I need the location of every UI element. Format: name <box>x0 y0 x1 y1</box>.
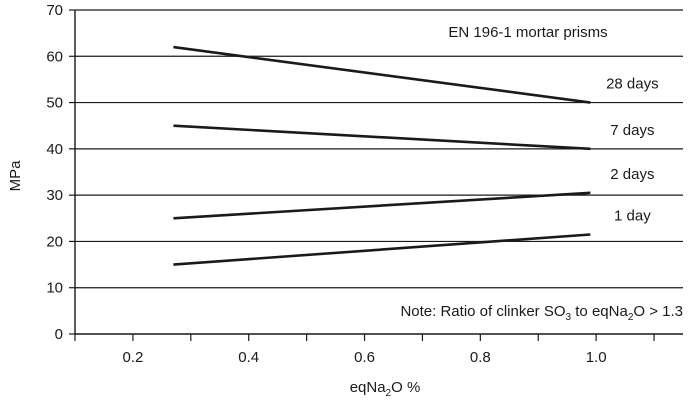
series-line-7-days <box>173 124 591 151</box>
x-axis-label: eqNa2O % <box>350 379 421 399</box>
y-tick-label: 60 <box>46 48 63 65</box>
x-tick-label: 0.2 <box>122 349 143 366</box>
x-tick-label: 1.0 <box>586 349 607 366</box>
x-tick-label: 0.8 <box>470 349 491 366</box>
series-line-2-days <box>173 191 591 220</box>
chart-annotation-title: EN 196-1 mortar prisms <box>448 24 607 41</box>
axes <box>69 9 683 341</box>
x-tick-label: 0.4 <box>238 349 259 366</box>
y-tick-label: 30 <box>46 187 63 204</box>
series-label-2-days: 2 days <box>610 166 654 183</box>
y-tick-label: 10 <box>46 280 63 297</box>
series-lines: 28 days 7 days 2 days 1 day <box>173 45 659 266</box>
series-label-1-day: 1 day <box>614 207 651 224</box>
y-tick-label: 40 <box>46 141 63 158</box>
y-tick-label: 70 <box>46 2 63 19</box>
y-tick-label: 50 <box>46 95 63 112</box>
y-tick-label: 0 <box>55 326 63 343</box>
gridlines <box>75 9 683 289</box>
series-label-7-days: 7 days <box>610 122 654 139</box>
chart-note: Note: Ratio of clinker SO3 to eqNa2O > 1… <box>400 303 683 323</box>
series-line-1-day <box>173 233 591 266</box>
y-tick-label: 20 <box>46 233 63 250</box>
y-axis-label: MPa <box>7 160 24 192</box>
series-line-28-days <box>173 45 591 104</box>
x-tick-label: 0.6 <box>354 349 375 366</box>
tick-labels: 0 10 20 30 40 50 60 70 0.2 0.4 0.6 0.8 1.0 <box>46 2 606 366</box>
series-label-28-days: 28 days <box>606 76 659 93</box>
